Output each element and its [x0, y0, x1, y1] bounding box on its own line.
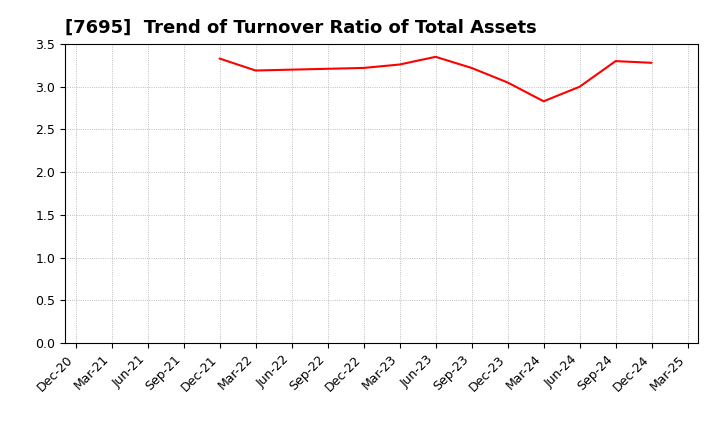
Text: [7695]  Trend of Turnover Ratio of Total Assets: [7695] Trend of Turnover Ratio of Total … — [65, 19, 536, 37]
